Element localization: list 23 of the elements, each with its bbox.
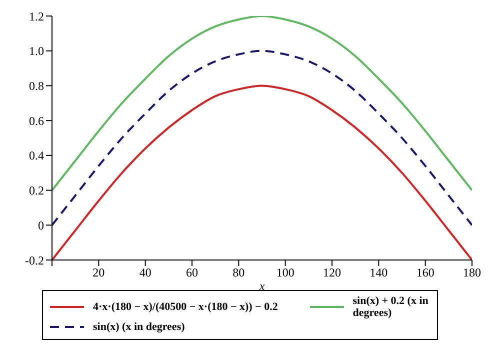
x-tick-label: 140 bbox=[370, 266, 388, 280]
line-series bbox=[52, 50, 472, 226]
y-tick-label: 0.8 bbox=[29, 78, 44, 93]
line-series bbox=[52, 16, 472, 192]
x-tick-label: 20 bbox=[92, 266, 105, 280]
y-tick-label: 0.2 bbox=[29, 184, 44, 198]
x-tick-label: 120 bbox=[323, 266, 341, 280]
x-tick-label: 60 bbox=[186, 266, 198, 280]
y-tick-label: 0.4 bbox=[29, 148, 44, 163]
x-tick-label: 160 bbox=[416, 266, 434, 280]
x-tick-label: 100 bbox=[276, 266, 294, 280]
y-tick-label: 1.2 bbox=[29, 9, 44, 24]
x-tick-label: 40 bbox=[139, 266, 152, 280]
x-tick-label: 180 bbox=[463, 266, 481, 280]
legend-label: sin(x) (x in degrees) bbox=[93, 321, 185, 333]
legend-label: sin(x) + 0.2 (x in degrees) bbox=[352, 295, 430, 319]
legend-label: 4·x·(180 − x)/(40500 − x·(180 − x)) − 0.2 bbox=[93, 301, 278, 313]
y-tick-label: 0.6 bbox=[29, 114, 44, 128]
y-tick-label: 0 bbox=[38, 218, 44, 232]
x-tick-label: 80 bbox=[232, 266, 245, 280]
y-tick-label: 1.0 bbox=[29, 44, 44, 58]
x-axis-title: x bbox=[258, 279, 266, 293]
y-tick-label: -0.2 bbox=[25, 253, 44, 268]
